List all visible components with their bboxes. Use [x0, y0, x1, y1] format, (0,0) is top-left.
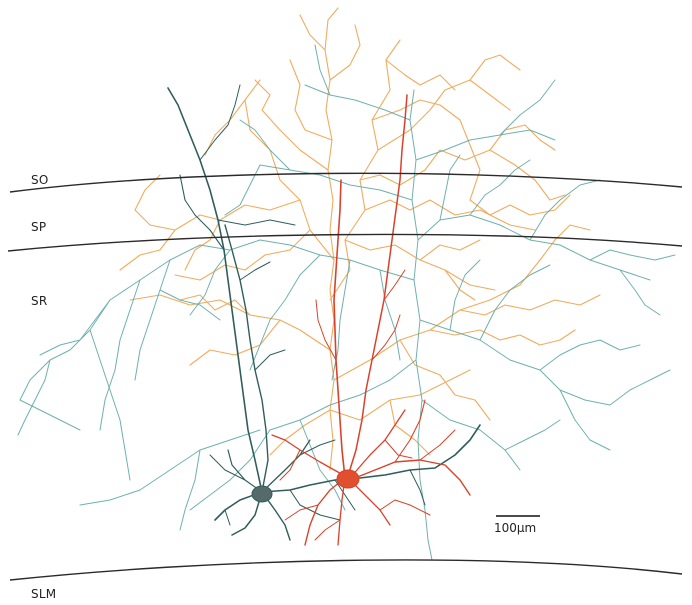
- layer-label-sp: SP: [31, 220, 47, 234]
- layer-label-so: SO: [31, 173, 49, 187]
- dark-teal-neuron: [167, 84, 481, 541]
- sp-sr-boundary: [7, 233, 683, 252]
- scale-bar-label: 100μm: [494, 521, 537, 535]
- layer-label-slm: SLM: [31, 587, 57, 601]
- so-sp-boundary: [9, 172, 683, 193]
- slm-boundary: [9, 559, 683, 581]
- layer-boundaries: [7, 172, 683, 581]
- red-neuron: [271, 94, 471, 546]
- layer-label-sr: SR: [31, 294, 48, 308]
- teal-neuron-arbor: [17, 44, 676, 561]
